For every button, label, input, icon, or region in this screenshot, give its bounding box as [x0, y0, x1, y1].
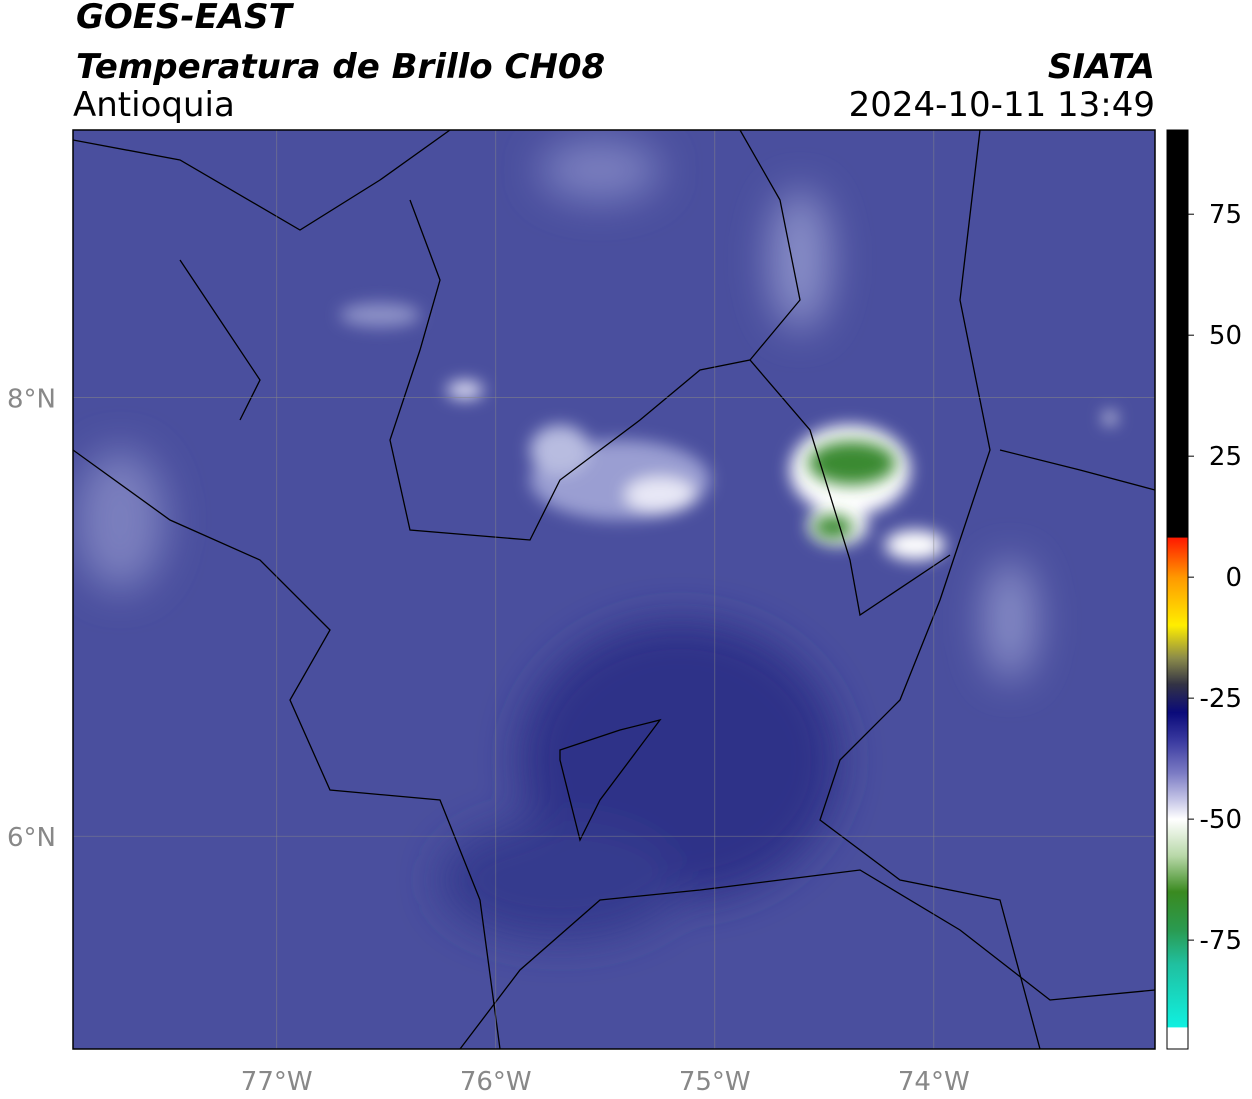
- lon-tick-label: 74°W: [898, 1067, 970, 1097]
- lat-tick-label: 8°N: [7, 385, 56, 415]
- region: Antioquia: [73, 85, 235, 125]
- lat-tick-label: 6°N: [7, 823, 56, 853]
- colorbar: [1166, 129, 1189, 1050]
- colorbar-tick-label: -25: [1200, 684, 1242, 714]
- lon-tick-label: 75°W: [679, 1067, 751, 1097]
- colorbar-tick-label: 50: [1209, 321, 1242, 351]
- title: GOES-EAST: [76, 0, 295, 37]
- subtitle: Temperatura de Brillo CH08: [76, 47, 605, 87]
- lon-tick-label: 77°W: [241, 1067, 313, 1097]
- colorbar-tick-label: 25: [1209, 442, 1242, 472]
- colorbar-tick-label: 0: [1225, 563, 1242, 593]
- colorbar-tick-label: 75: [1209, 200, 1242, 230]
- colorbar-tick-label: -75: [1200, 926, 1242, 956]
- timestamp: 2024-10-11 13:49: [849, 85, 1155, 125]
- source: SIATA: [1048, 47, 1155, 87]
- satellite-image: [73, 130, 1155, 1049]
- lon-tick-label: 76°W: [460, 1067, 532, 1097]
- map-frame: [72, 129, 1156, 1050]
- graticule: [73, 130, 1155, 1049]
- colorbar-tick-label: -50: [1200, 805, 1242, 835]
